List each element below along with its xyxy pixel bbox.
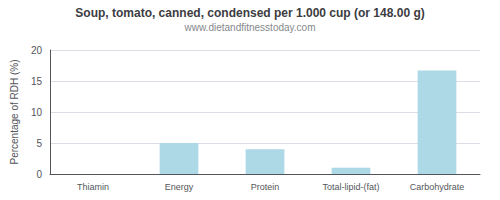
svg-text:Protein: Protein bbox=[251, 182, 280, 192]
svg-text:Energy: Energy bbox=[165, 182, 194, 192]
svg-text:Soup, tomato, canned, condense: Soup, tomato, canned, condensed per 1.00… bbox=[75, 6, 424, 20]
svg-text:Percentage of RDH (%): Percentage of RDH (%) bbox=[9, 59, 20, 164]
svg-text:10: 10 bbox=[31, 107, 43, 118]
svg-text:Carbohydrate: Carbohydrate bbox=[410, 182, 465, 192]
svg-text:Total-lipid-(fat): Total-lipid-(fat) bbox=[322, 182, 379, 192]
svg-text:0: 0 bbox=[36, 169, 42, 180]
svg-text:www.dietandfitnesstoday.com: www.dietandfitnesstoday.com bbox=[184, 22, 316, 33]
svg-text:Thiamin: Thiamin bbox=[77, 182, 109, 192]
svg-text:15: 15 bbox=[31, 76, 43, 87]
svg-text:5: 5 bbox=[36, 138, 42, 149]
svg-text:20: 20 bbox=[31, 45, 43, 56]
